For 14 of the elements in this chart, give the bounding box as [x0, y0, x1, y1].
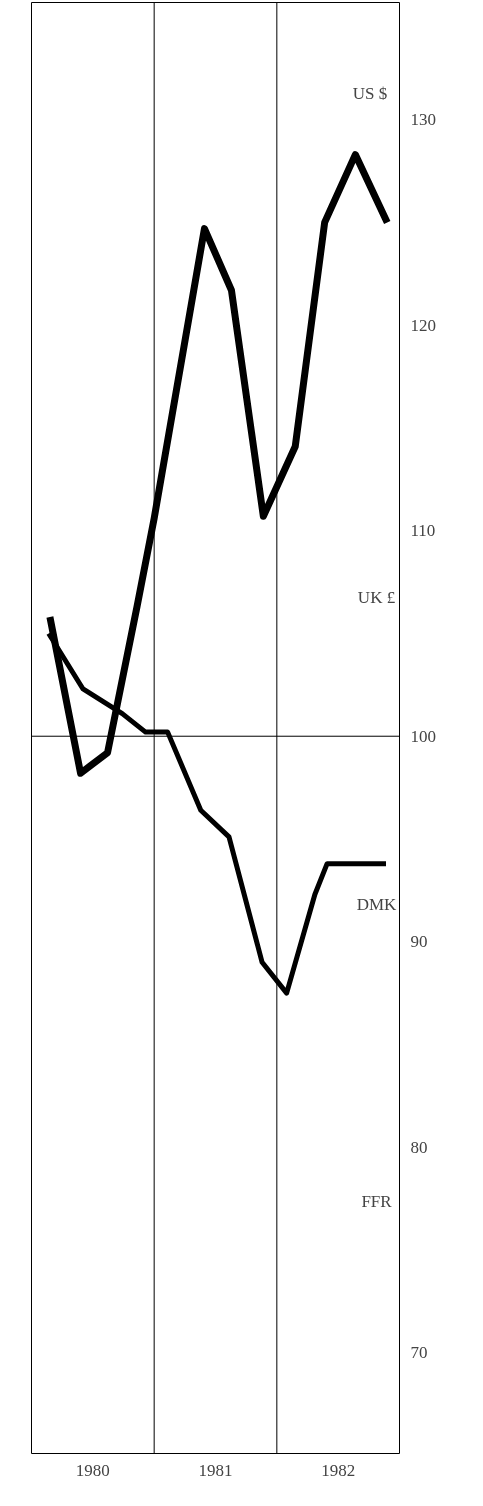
text: US $: [352, 84, 388, 104]
y-tick-label: 100: [410, 726, 436, 746]
y-tick-label: 130: [410, 110, 436, 130]
annotation: DMK: [356, 895, 398, 915]
annotation: UK £: [357, 587, 396, 607]
x-tick-label: 1982: [321, 1460, 356, 1480]
y-tick-label: 70: [410, 1343, 428, 1363]
x-tick-label: 1981: [198, 1460, 233, 1480]
y-tick-label: 80: [410, 1137, 428, 1157]
y-tick-label: 120: [410, 315, 436, 335]
x-tick-label: 1980: [75, 1460, 110, 1480]
y-tick-label: 110: [410, 521, 436, 541]
y-tick-label: 90: [410, 932, 428, 952]
annotation: FFR: [361, 1192, 393, 1212]
